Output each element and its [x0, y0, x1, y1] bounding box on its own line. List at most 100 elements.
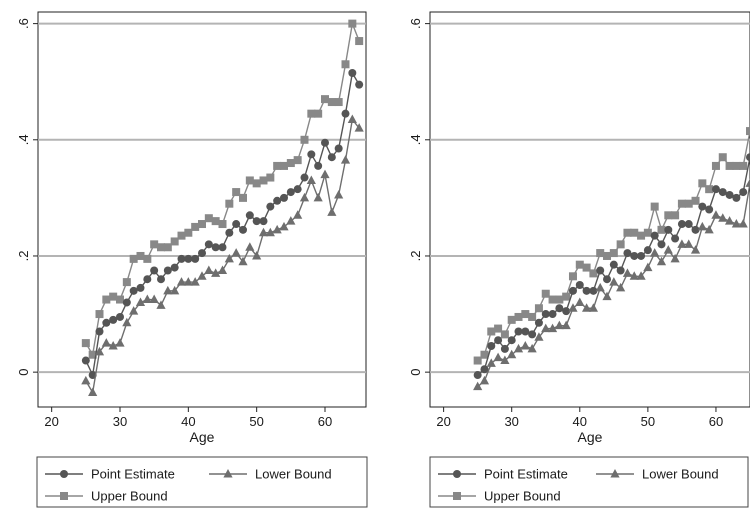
data-point-upper-bound	[286, 159, 295, 168]
data-point-upper-bound	[177, 231, 186, 240]
data-point-lower-bound	[731, 219, 741, 228]
data-point-point-estimate	[568, 286, 577, 295]
data-point-point-estimate	[575, 281, 584, 290]
data-point-point-estimate	[259, 217, 268, 226]
data-point-lower-bound	[81, 375, 91, 385]
data-point-upper-bound	[534, 304, 543, 313]
legend: Point Estimate Lower Bound Upper Bound	[36, 456, 368, 508]
data-point-lower-bound	[347, 114, 357, 123]
data-point-point-estimate	[355, 80, 364, 89]
data-point-lower-bound	[711, 210, 721, 219]
data-point-lower-bound	[190, 277, 200, 286]
data-point-point-estimate	[698, 202, 707, 211]
data-point-lower-bound	[486, 358, 496, 367]
data-point-point-estimate	[280, 193, 288, 202]
data-point-upper-bound	[218, 220, 227, 229]
data-point-upper-bound	[259, 176, 268, 185]
data-point-upper-bound	[122, 278, 131, 287]
data-point-upper-bound	[500, 330, 509, 339]
data-point-upper-bound	[718, 153, 727, 162]
data-point-lower-bound	[513, 343, 524, 353]
plot-area	[37, 11, 367, 408]
data-point-point-estimate	[136, 283, 145, 292]
data-point-upper-bound	[514, 312, 523, 321]
data-point-lower-bound	[115, 338, 125, 347]
y-tick-label: .6	[408, 18, 423, 29]
data-point-point-estimate	[691, 225, 700, 234]
data-point-lower-bound	[265, 227, 275, 237]
data-point-point-estimate	[266, 202, 275, 211]
legend-label-lower-bound: Lower Bound	[255, 467, 332, 482]
data-point-upper-bound	[280, 161, 288, 170]
data-point-upper-bound	[211, 217, 220, 226]
data-point-upper-bound	[204, 214, 213, 223]
data-point-point-estimate	[589, 286, 598, 295]
data-point-upper-bound	[95, 310, 104, 319]
series-layer	[81, 19, 364, 396]
data-point-upper-bound	[348, 19, 357, 28]
data-point-point-estimate	[671, 234, 680, 243]
data-point-upper-bound	[170, 237, 179, 246]
data-point-lower-bound	[340, 155, 351, 164]
data-point-point-estimate	[129, 286, 138, 295]
data-point-point-estimate	[191, 254, 200, 263]
data-point-lower-bound	[129, 306, 139, 315]
data-point-lower-bound	[122, 317, 132, 327]
data-point-upper-bound	[225, 199, 234, 208]
data-point-upper-bound	[616, 240, 625, 249]
data-point-point-estimate	[609, 260, 618, 269]
data-point-upper-bound	[684, 199, 693, 208]
data-point-lower-bound	[149, 294, 159, 304]
legend-marker-point-estimate	[453, 470, 461, 478]
data-point-upper-bound	[143, 254, 152, 263]
data-point-lower-bound	[609, 277, 619, 286]
data-point-lower-bound	[211, 268, 221, 277]
data-point-lower-bound	[724, 216, 735, 225]
data-point-lower-bound	[299, 192, 310, 202]
data-point-upper-bound	[562, 292, 571, 301]
data-point-lower-bound	[520, 341, 530, 350]
data-point-upper-bound	[266, 173, 275, 182]
data-point-point-estimate	[122, 298, 131, 307]
legend-box	[36, 456, 368, 508]
data-point-point-estimate	[603, 275, 612, 284]
data-point-upper-bound	[307, 109, 316, 118]
data-point-lower-bound	[656, 256, 667, 266]
data-point-upper-bound	[725, 161, 734, 170]
data-point-point-estimate	[341, 109, 350, 118]
data-point-point-estimate	[334, 144, 343, 153]
data-point-upper-bound	[88, 350, 97, 359]
data-point-lower-bound	[320, 169, 330, 179]
data-point-upper-bound	[116, 295, 124, 304]
legend-label-upper-bound: Upper Bound	[91, 489, 168, 504]
data-point-upper-bound	[555, 295, 564, 304]
x-tick-label: 60	[709, 414, 723, 429]
legend-marker-lower-bound	[223, 469, 233, 478]
data-point-upper-bound	[596, 249, 605, 258]
data-point-upper-bound	[355, 37, 364, 46]
y-tick-label: .6	[16, 18, 31, 29]
data-point-lower-bound	[156, 300, 166, 309]
data-point-point-estimate	[204, 240, 213, 249]
x-tick-label: 30	[113, 414, 127, 429]
data-point-upper-bound	[300, 135, 309, 144]
data-point-point-estimate	[500, 344, 509, 353]
data-point-point-estimate	[211, 243, 220, 252]
plot-area	[429, 11, 750, 408]
data-point-point-estimate	[184, 254, 193, 263]
x-tick-label: 30	[504, 414, 518, 429]
data-point-lower-bound	[643, 262, 653, 272]
data-point-upper-bound	[239, 193, 247, 202]
data-point-lower-bound	[197, 271, 207, 280]
data-point-point-estimate	[473, 371, 482, 380]
data-point-point-estimate	[225, 228, 234, 237]
data-point-point-estimate	[630, 251, 639, 260]
data-point-point-estimate	[293, 185, 302, 194]
data-point-upper-bound	[232, 188, 241, 197]
data-point-upper-bound	[163, 243, 172, 252]
data-point-upper-bound	[507, 315, 516, 324]
data-point-lower-bound	[650, 248, 660, 257]
data-point-upper-bound	[487, 327, 496, 336]
